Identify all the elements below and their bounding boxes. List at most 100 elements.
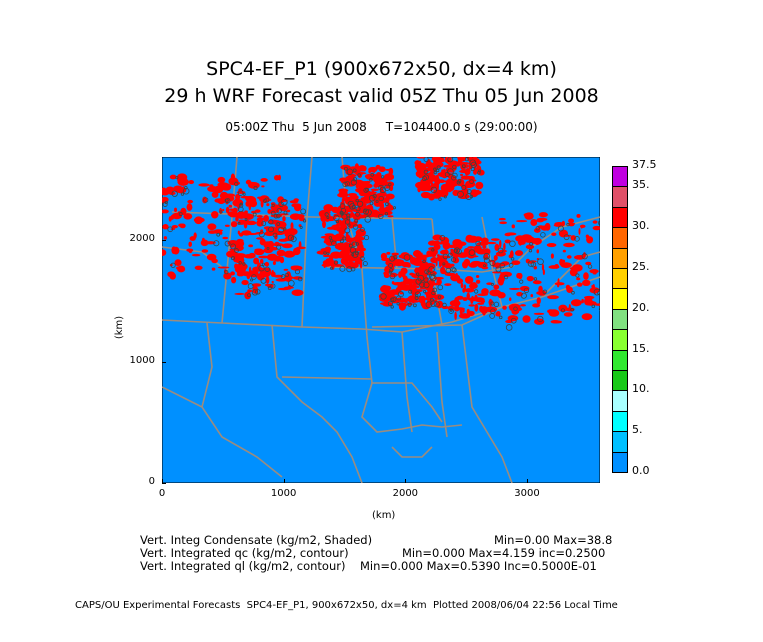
shaded-cell (418, 171, 425, 178)
contour-ring (388, 182, 392, 186)
shaded-cell (446, 244, 457, 249)
shaded-cell (264, 271, 270, 276)
shaded-cell (459, 162, 470, 165)
colorbar-label: 37.5 (632, 158, 657, 171)
shaded-cell (561, 220, 566, 227)
contour-ring (323, 251, 327, 255)
shaded-cell (258, 217, 264, 222)
shaded-cell (424, 180, 429, 188)
shaded-cell (211, 191, 219, 198)
shaded-cell (281, 243, 293, 249)
contour-ring (433, 167, 437, 171)
shaded-cell (381, 285, 392, 291)
contour-ring (283, 227, 287, 231)
contour-ring (364, 216, 372, 223)
x-tick-mark (405, 479, 407, 483)
shaded-cell (550, 319, 560, 324)
shaded-cell (223, 272, 232, 280)
shaded-cell (263, 241, 273, 249)
shaded-cell (493, 254, 498, 261)
shaded-cell (162, 224, 169, 230)
shaded-cell (265, 276, 270, 284)
shaded-cell (431, 193, 442, 198)
contour-ring (473, 289, 479, 294)
shaded-cell (562, 249, 566, 253)
shaded-cell (245, 200, 250, 207)
shaded-cell (200, 239, 209, 247)
shaded-cell (467, 255, 479, 258)
contour-ring (355, 206, 361, 212)
shaded-cell (278, 174, 281, 181)
contour-ring (339, 203, 346, 209)
shaded-cell (428, 186, 432, 191)
contour-ring (408, 289, 413, 294)
shaded-cell (404, 300, 408, 303)
shaded-cell (580, 225, 583, 229)
shaded-cell (544, 222, 551, 231)
valid-time: 05:00Z Thu 5 Jun 2008 T=104400.0 s (29:0… (225, 120, 538, 134)
shaded-cell (187, 199, 194, 204)
shaded-cell (570, 299, 582, 307)
colorbar-swatch (612, 329, 628, 351)
contour-ring (251, 289, 259, 296)
shaded-cell (209, 184, 214, 188)
shaded-cell (554, 264, 559, 269)
shaded-cell (259, 238, 266, 246)
contour-ring (271, 203, 275, 208)
note-ql-label: Vert. Integrated ql (kg/m2, contour) (140, 559, 346, 573)
shaded-cell (509, 297, 512, 302)
shaded-cell (236, 256, 245, 264)
shaded-cell (578, 228, 581, 235)
shaded-cell (433, 189, 438, 192)
contour-ring (237, 190, 244, 196)
contour-ring (335, 219, 339, 224)
shaded-cell (257, 196, 262, 199)
contour-ring (442, 302, 447, 308)
contour-ring (247, 293, 252, 298)
contour-ring (351, 253, 355, 257)
shaded-cell (440, 270, 447, 275)
contour-ring (415, 272, 420, 276)
contour-ring (203, 197, 209, 203)
shaded-cell (322, 220, 326, 229)
shaded-cell (393, 259, 405, 267)
shaded-cell (258, 255, 270, 259)
shaded-cell (525, 244, 535, 250)
shaded-cell (253, 257, 260, 265)
contour-ring (344, 181, 350, 187)
contour-ring (252, 212, 257, 217)
shaded-cell (538, 212, 548, 218)
shaded-cell (530, 219, 538, 227)
shaded-cell (567, 222, 576, 226)
shaded-cell (239, 212, 250, 216)
shaded-cell (439, 159, 445, 163)
contour-ring (508, 263, 514, 268)
contour-ring (283, 210, 288, 215)
contour-ring (357, 173, 361, 177)
shaded-cell (551, 232, 557, 237)
contour-ring (598, 307, 600, 311)
shaded-cell (444, 262, 453, 269)
contour-ring (447, 157, 454, 163)
shaded-cell (254, 248, 263, 252)
colorbar-swatch (612, 227, 628, 249)
contour-ring (372, 194, 377, 199)
contour-ring (239, 202, 243, 206)
y-axis-label: (km) (114, 315, 126, 340)
shaded-cell (477, 293, 489, 296)
shaded-cell (378, 210, 385, 217)
contour-ring (224, 270, 229, 275)
shaded-cell (583, 295, 595, 300)
shaded-cell (357, 243, 364, 251)
shaded-cell (237, 202, 240, 210)
shaded-cell (365, 204, 374, 212)
colorbar-swatch (612, 390, 628, 412)
x-tick-mark (527, 479, 528, 483)
shaded-cell (460, 173, 464, 177)
shaded-cell (414, 267, 426, 275)
contour-ring (432, 273, 436, 277)
colorbar-label: 30. (632, 219, 650, 233)
contour-ring (224, 240, 231, 247)
shaded-cell (547, 295, 559, 300)
plot-subtitle: 29 h WRF Forecast valid 05Z Thu 05 Jun 2… (164, 85, 599, 107)
